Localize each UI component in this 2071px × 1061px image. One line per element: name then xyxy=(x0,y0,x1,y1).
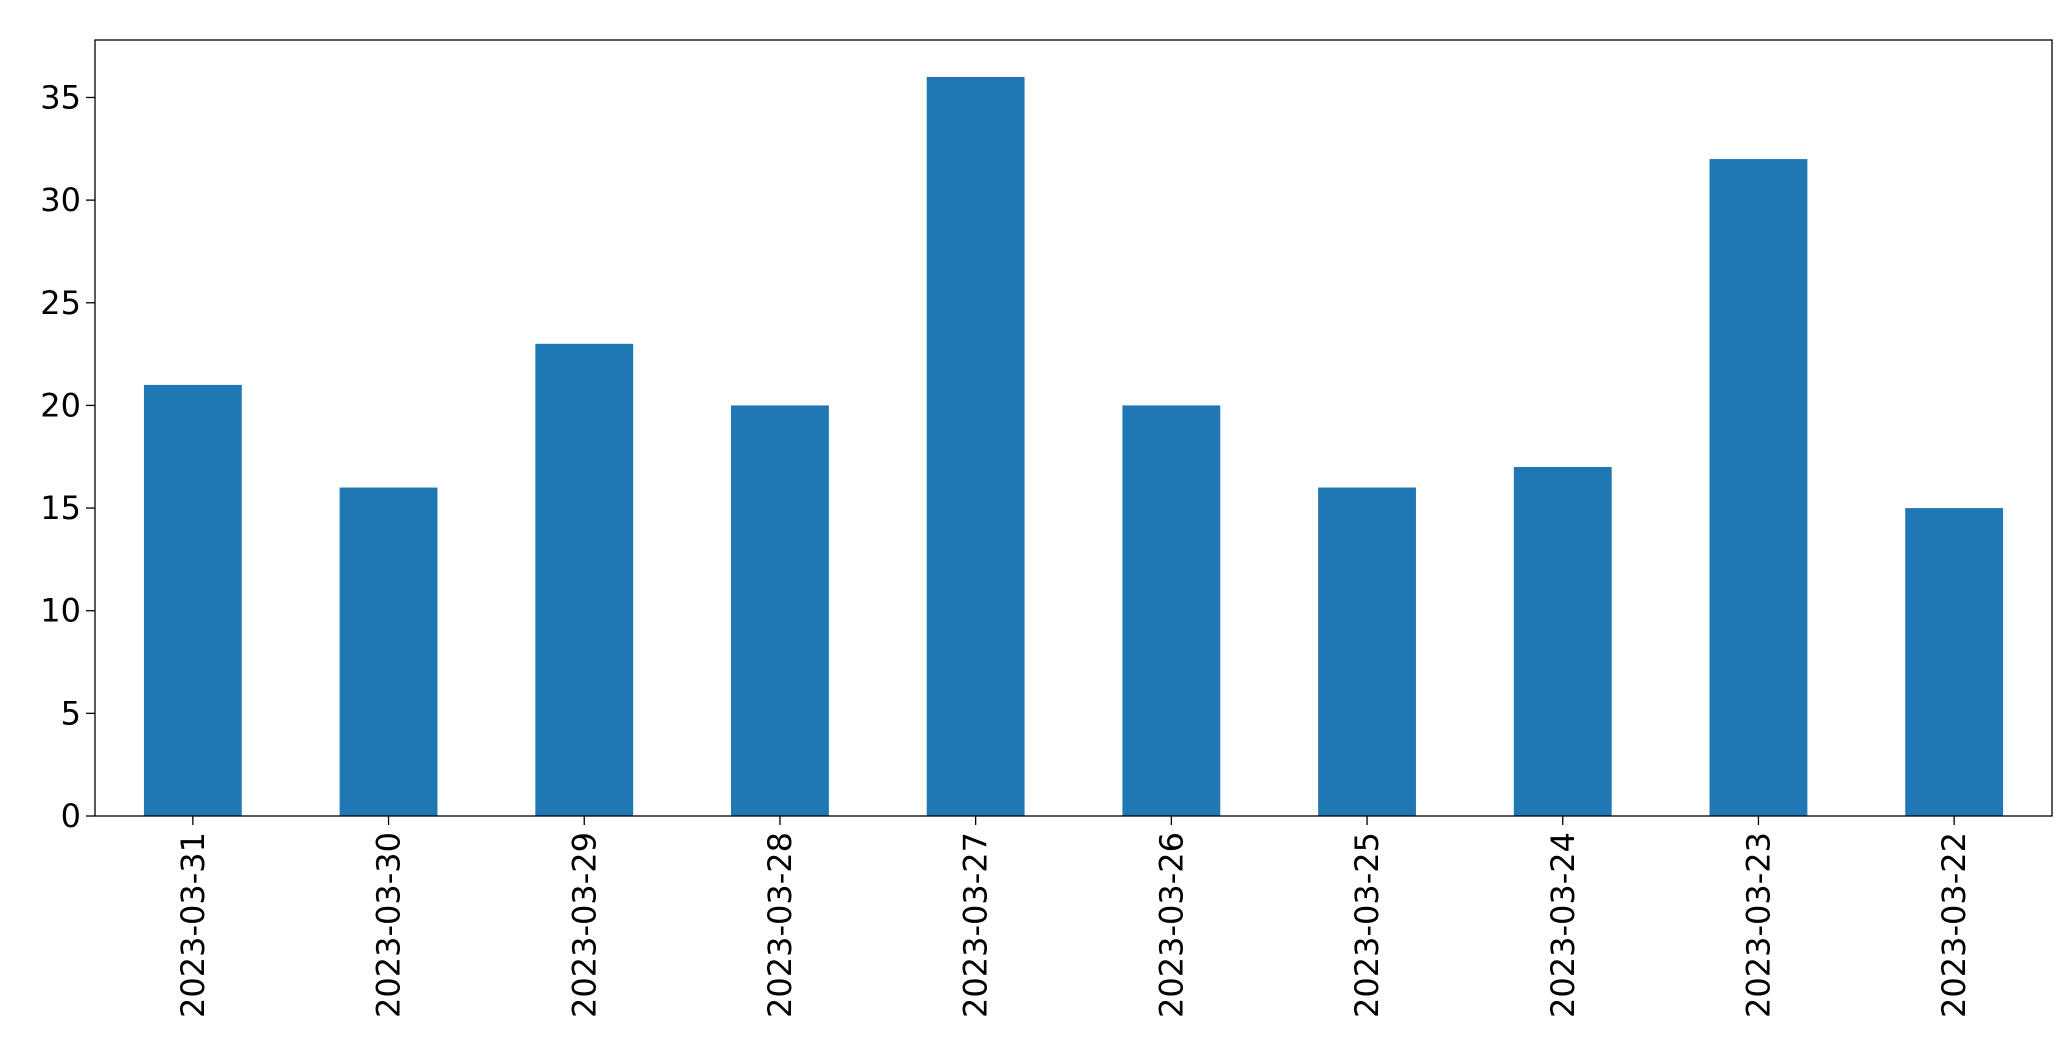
bar xyxy=(1513,467,1612,816)
y-tick-label: 25 xyxy=(40,284,81,322)
y-tick-label: 15 xyxy=(40,489,81,527)
x-tick-label: 2023-03-24 xyxy=(1544,832,1582,1018)
y-tick-label: 35 xyxy=(40,78,81,116)
bar xyxy=(535,343,634,816)
x-tick-label: 2023-03-31 xyxy=(174,832,212,1018)
bar xyxy=(1318,487,1416,816)
y-tick-label: 20 xyxy=(40,386,81,424)
y-tick-label: 5 xyxy=(61,694,81,732)
bar xyxy=(1709,159,1808,816)
bar xyxy=(731,405,829,816)
x-tick-label: 2023-03-27 xyxy=(957,832,995,1018)
x-tick-label: 2023-03-22 xyxy=(1935,832,1973,1018)
x-tick-label: 2023-03-28 xyxy=(761,832,799,1018)
x-tick-label: 2023-03-29 xyxy=(565,832,603,1018)
x-tick-label: 2023-03-25 xyxy=(1348,832,1386,1018)
y-tick-label: 10 xyxy=(40,592,81,630)
bar xyxy=(339,487,438,816)
y-tick-label: 0 xyxy=(61,797,81,835)
bar xyxy=(926,76,1025,816)
bar xyxy=(1905,508,2004,816)
bar xyxy=(143,384,242,816)
bar xyxy=(1122,405,1221,816)
x-tick-label: 2023-03-30 xyxy=(370,832,408,1018)
axes-frame xyxy=(94,39,2053,817)
y-tick-label: 30 xyxy=(40,181,81,219)
x-tick-label: 2023-03-26 xyxy=(1152,832,1190,1018)
x-tick-label: 2023-03-23 xyxy=(1739,832,1777,1018)
